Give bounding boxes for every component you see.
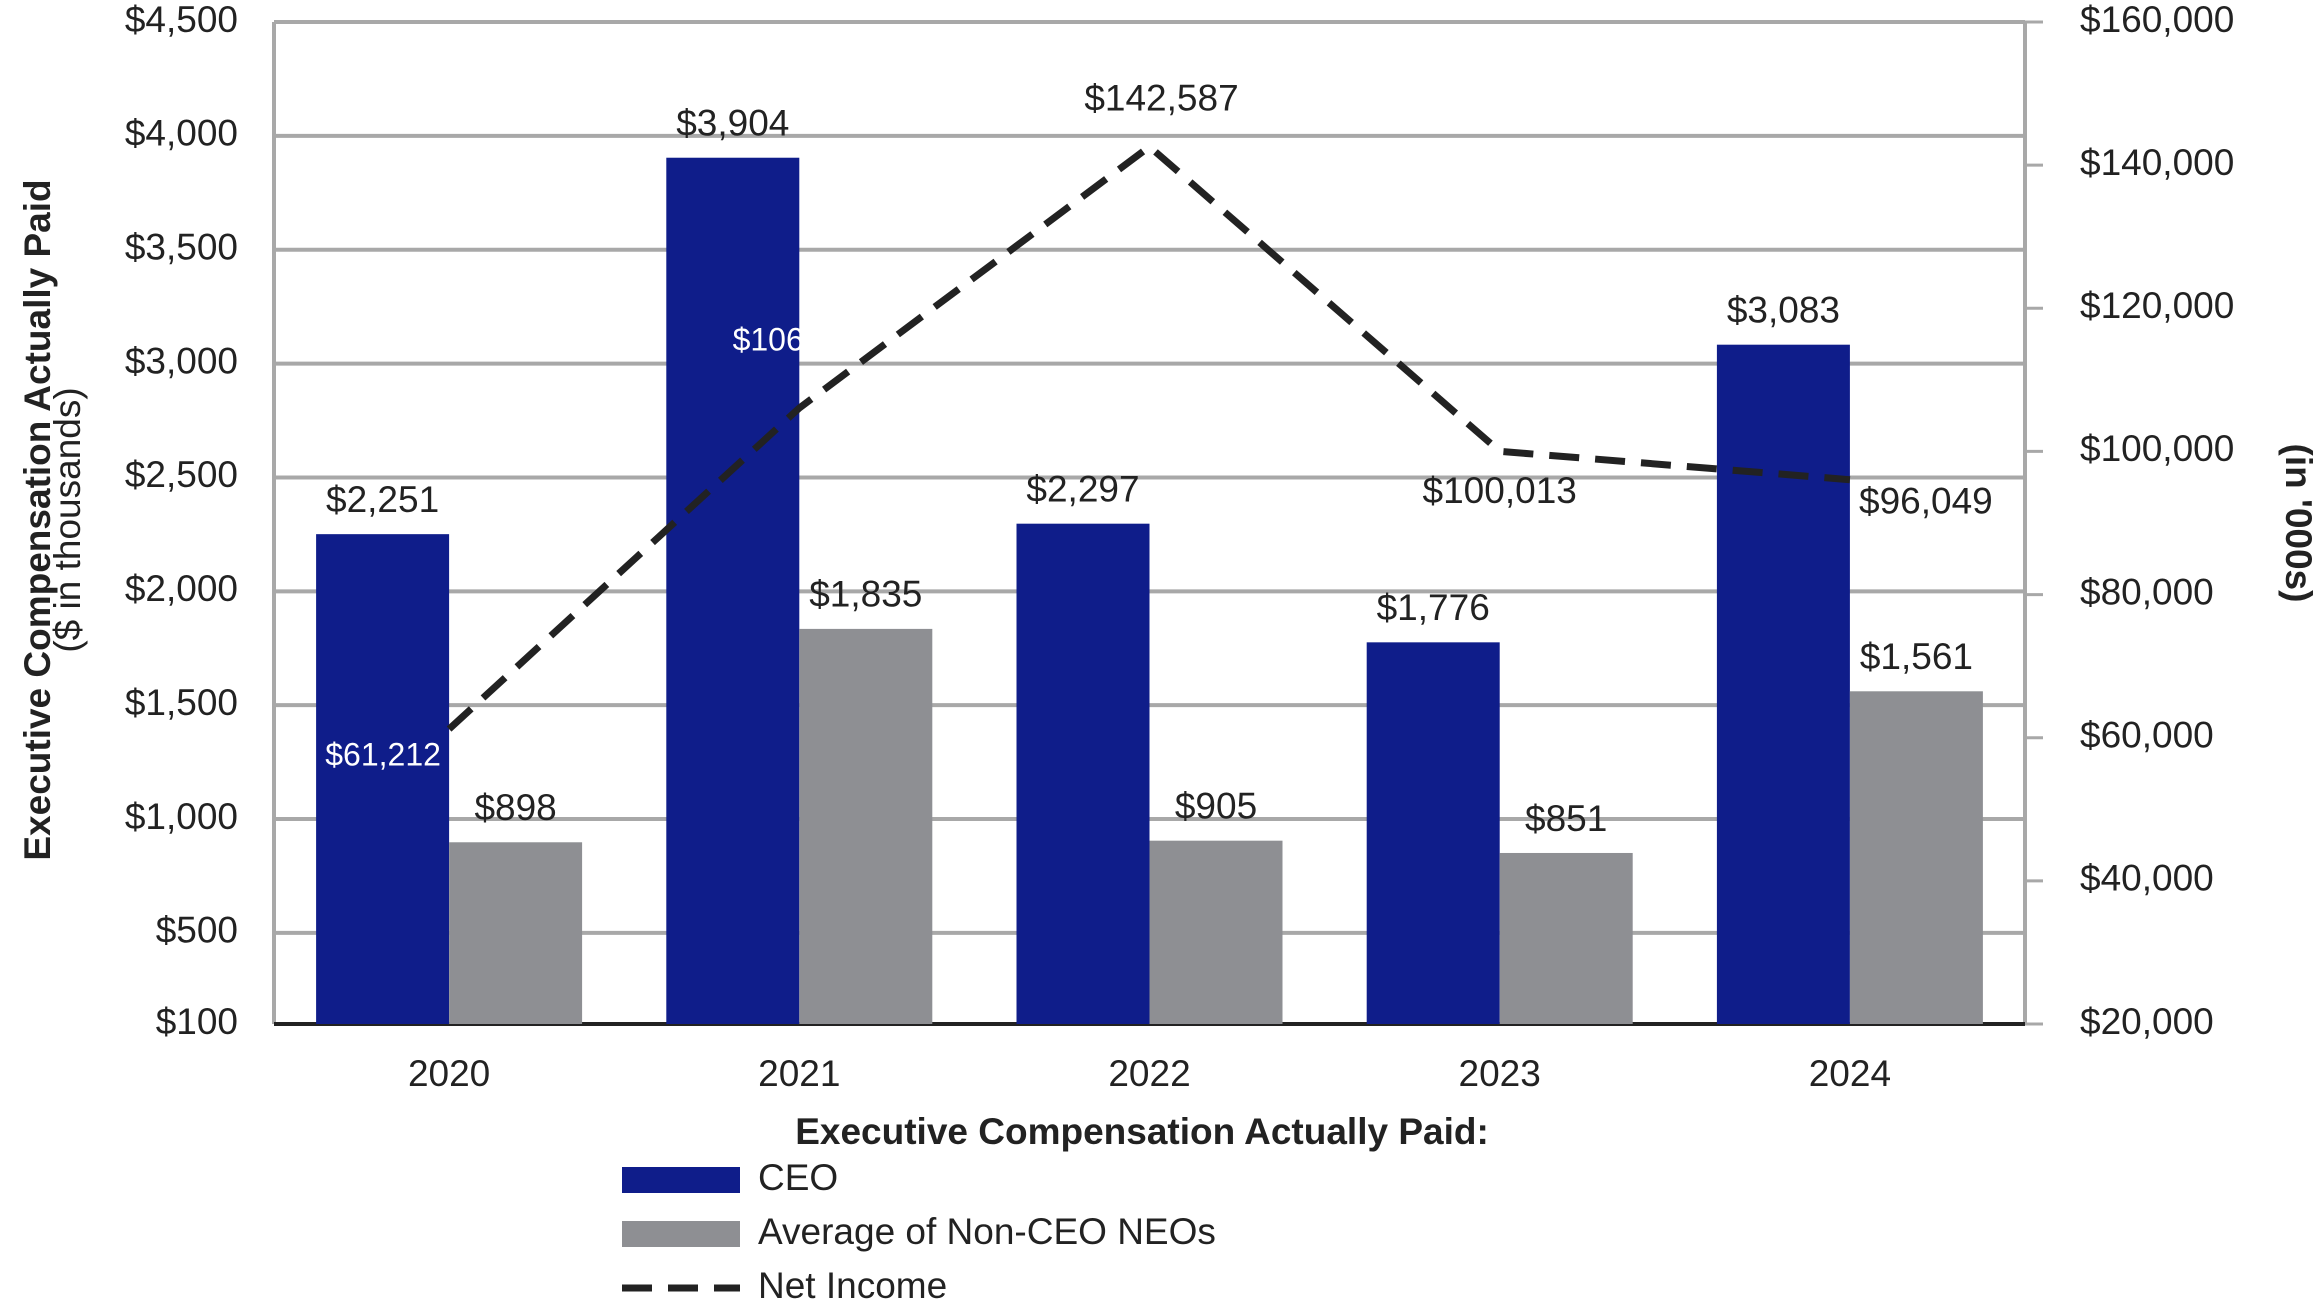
y-tick-label: $4,500	[125, 0, 238, 40]
bar	[449, 842, 583, 1024]
bar	[1849, 691, 1983, 1024]
y2-tick-label: $20,000	[2080, 1001, 2214, 1042]
line-label: $100,013	[1423, 470, 1577, 511]
legend-label: Average of Non-CEO NEOs	[758, 1211, 1216, 1252]
x-tick-label: 2023	[1459, 1053, 1541, 1094]
data-label: $898	[474, 787, 556, 828]
y-tick-label: $4,000	[125, 113, 238, 154]
line-label: $106,060	[733, 322, 866, 358]
x-tick-label: 2020	[408, 1053, 490, 1094]
legend-swatch	[622, 1167, 740, 1193]
bar	[1016, 523, 1150, 1024]
y-axis-title: Executive Compensation Actually Paid	[17, 179, 58, 860]
bar	[1366, 642, 1500, 1024]
y2-axis-title: (in '000s)	[2278, 444, 2319, 603]
bar	[1716, 344, 1850, 1024]
legend-label: CEO	[758, 1157, 838, 1198]
data-label: $3,904	[676, 103, 789, 144]
data-label: $1,776	[1377, 587, 1490, 628]
y2-tick-label: $80,000	[2080, 571, 2214, 612]
line	[446, 142, 1851, 732]
x-tick-label: 2021	[758, 1053, 840, 1094]
bar	[1149, 840, 1283, 1024]
data-label: $1,835	[809, 574, 922, 615]
legend-swatch	[622, 1221, 740, 1247]
y-tick-label: $100	[156, 1001, 238, 1042]
data-label: $2,297	[1026, 468, 1139, 509]
y2-tick-label: $60,000	[2080, 714, 2214, 755]
y-tick-label: $500	[156, 910, 238, 951]
y-tick-label: $2,500	[125, 454, 238, 495]
data-label: $1,561	[1860, 636, 1973, 677]
y2-tick-label: $160,000	[2080, 0, 2234, 40]
y2-tick-label: $40,000	[2080, 858, 2214, 899]
x-tick-label: 2022	[1108, 1053, 1190, 1094]
legend-title: Executive Compensation Actually Paid:	[795, 1111, 1489, 1152]
data-label: $2,251	[326, 479, 439, 520]
bar	[316, 534, 450, 1024]
bar	[666, 157, 800, 1024]
y2-tick-label: $100,000	[2080, 428, 2234, 469]
data-label: $851	[1525, 798, 1607, 839]
y2-tick-label: $140,000	[2080, 142, 2234, 183]
line-label: $142,587	[1084, 77, 1238, 118]
y-tick-label: $3,000	[125, 340, 238, 381]
data-label: $3,083	[1727, 289, 1840, 330]
x-tick-label: 2024	[1809, 1053, 1891, 1094]
line-label: $61,212	[325, 736, 441, 772]
y-tick-label: $2,000	[125, 568, 238, 609]
bar	[799, 628, 933, 1024]
y-tick-label: $1,500	[125, 682, 238, 723]
y-tick-label: $3,500	[125, 227, 238, 268]
line-label: $96,049	[1859, 480, 1993, 521]
y-axis-subtitle: ($ in thousands)	[47, 387, 88, 652]
y2-tick-label: $120,000	[2080, 285, 2234, 326]
legend-label: Net Income	[758, 1265, 947, 1306]
data-label: $905	[1175, 785, 1257, 826]
y-tick-label: $1,000	[125, 796, 238, 837]
bar	[1499, 852, 1633, 1024]
